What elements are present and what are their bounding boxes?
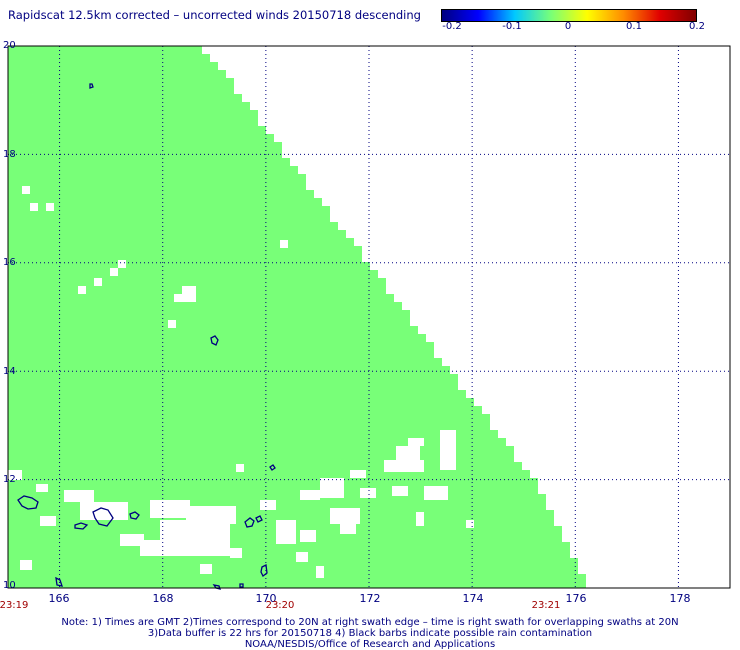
data-gap: [424, 486, 448, 500]
data-gap: [118, 260, 126, 268]
island-outline: [244, 517, 255, 528]
data-gap: [360, 488, 376, 498]
data-gap: [230, 548, 242, 558]
data-gap: [150, 500, 190, 518]
lon-tick-label: 178: [669, 592, 691, 605]
lat-tick-label: 14: [3, 366, 16, 377]
data-gap: [440, 430, 456, 470]
lat-tick-label: 10: [3, 580, 16, 591]
time-label: 23:21: [531, 600, 561, 611]
data-gap: [350, 470, 366, 478]
map-title: Rapidscat 12.5km corrected – uncorrected…: [8, 8, 421, 22]
data-gap: [384, 460, 424, 472]
lat-tick-label: 20: [3, 40, 16, 51]
data-gap: [340, 524, 356, 534]
island-outlines: [17, 83, 276, 590]
colorbar-label: -0.1: [502, 21, 522, 32]
island-outline: [255, 515, 263, 523]
data-gap: [296, 552, 308, 562]
data-gap: [22, 186, 30, 194]
footnote-line: Note: 1) Times are GMT 2)Times correspon…: [61, 617, 679, 628]
footnote-line: 3)Data buffer is 22 hrs for 20150718 4) …: [147, 628, 593, 639]
data-gap: [80, 502, 128, 520]
island-outline: [129, 511, 140, 520]
island-outline: [239, 583, 244, 588]
data-gap: [236, 464, 244, 472]
lon-tick-label: 166: [48, 592, 70, 605]
data-gap: [64, 490, 94, 502]
colorbar-label: 0.1: [626, 21, 642, 32]
lon-tick-label: 168: [152, 592, 174, 605]
data-gap: [408, 438, 424, 446]
data-gap: [260, 500, 276, 510]
data-gap: [280, 240, 288, 248]
lon-tick-label: 174: [462, 592, 484, 605]
data-gap: [78, 286, 86, 294]
map-frame: [7, 45, 731, 589]
data-gap: [40, 516, 56, 526]
data-gap: [46, 203, 54, 211]
data-gap: [94, 278, 102, 286]
lon-tick-label: 170: [255, 592, 277, 605]
lat-tick-label: 12: [3, 474, 16, 485]
data-gap: [36, 484, 48, 492]
grid-lines: [8, 46, 730, 588]
data-gap: [316, 566, 324, 578]
island-outline: [17, 495, 39, 510]
data-gap: [276, 520, 296, 544]
data-gap: [182, 286, 196, 302]
island-outline: [92, 507, 114, 527]
data-gaps: [8, 186, 474, 578]
data-gap: [30, 203, 38, 211]
island-outline: [210, 335, 219, 346]
data-gap: [200, 564, 212, 574]
time-label: 23:20: [265, 600, 295, 611]
lat-tick-label: 18: [3, 149, 16, 160]
data-gap: [300, 490, 320, 500]
data-gap: [174, 294, 182, 302]
data-gap: [168, 320, 176, 328]
data-gap: [466, 520, 474, 528]
data-gap: [160, 520, 230, 556]
footnote-line: NOAA/NESDIS/Office of Research and Appli…: [244, 639, 496, 650]
data-gap: [330, 508, 360, 524]
colorbar-label: -0.2: [442, 21, 462, 32]
data-gap: [20, 560, 32, 570]
data-gap: [392, 486, 408, 496]
island-outline: [260, 564, 268, 577]
lat-tick-label: 16: [3, 257, 16, 268]
time-label: 23:19: [0, 600, 29, 611]
data-gap: [8, 470, 22, 480]
data-gap: [110, 268, 118, 276]
data-gap: [416, 512, 424, 526]
colorbar-label: 0.2: [689, 21, 705, 32]
lon-tick-label: 172: [359, 592, 381, 605]
data-gap: [120, 534, 144, 546]
footnotes: Note: 1) Times are GMT 2)Times correspon…: [0, 617, 740, 650]
island-outline: [89, 83, 94, 89]
colorbar: [441, 9, 697, 22]
island-outline: [212, 584, 221, 590]
data-gap: [320, 478, 344, 498]
data-gap: [140, 540, 164, 556]
island-outline: [269, 464, 276, 471]
colorbar-label: 0: [564, 21, 572, 32]
lon-tick-label: 176: [565, 592, 587, 605]
data-gap: [300, 530, 316, 542]
data-gap: [186, 506, 236, 524]
island-outline: [74, 522, 89, 530]
island-outline: [55, 576, 63, 587]
